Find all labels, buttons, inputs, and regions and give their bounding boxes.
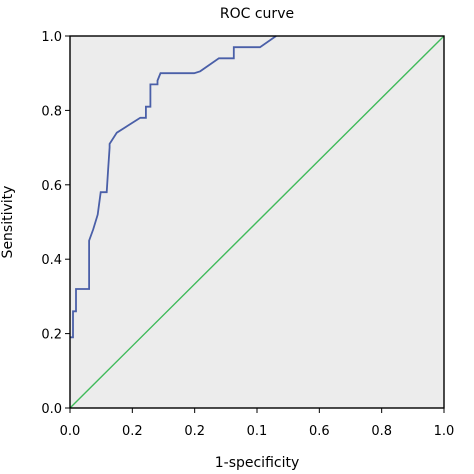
x-tick-label: 0.1: [247, 424, 268, 439]
x-tick-label: 0.2: [122, 424, 143, 439]
x-tick-label: 0.0: [60, 424, 81, 439]
series-layer: [69, 35, 445, 409]
y-tick-label: 0.0: [41, 402, 62, 417]
roc-curve-line: [70, 35, 277, 339]
y-axis-label: Sensitivity: [0, 186, 16, 259]
x-axis-label: 1-specificity: [215, 455, 300, 471]
x-tick-label: 0.8: [371, 424, 392, 439]
y-tick-label: 0.4: [41, 253, 62, 268]
y-tick-label: 0.6: [41, 179, 62, 194]
x-tick-label: 0.6: [309, 424, 330, 439]
x-tick-label: 1.0: [434, 424, 455, 439]
y-tick-label: 1.0: [41, 30, 62, 45]
chart-title: ROC curve: [220, 6, 294, 22]
reference-diagonal-line: [69, 35, 445, 409]
x-tick-label: 0.2: [184, 424, 205, 439]
x-axis-ticks: 0.0 0.2 0.2 0.1 0.6 0.8 1.0: [60, 408, 455, 439]
y-tick-label: 0.8: [41, 104, 62, 119]
y-axis-ticks: 0.0 0.2 0.4 0.6 0.8 1.0: [41, 30, 70, 417]
plot-border: [69, 35, 445, 409]
y-tick-label: 0.2: [41, 328, 62, 343]
